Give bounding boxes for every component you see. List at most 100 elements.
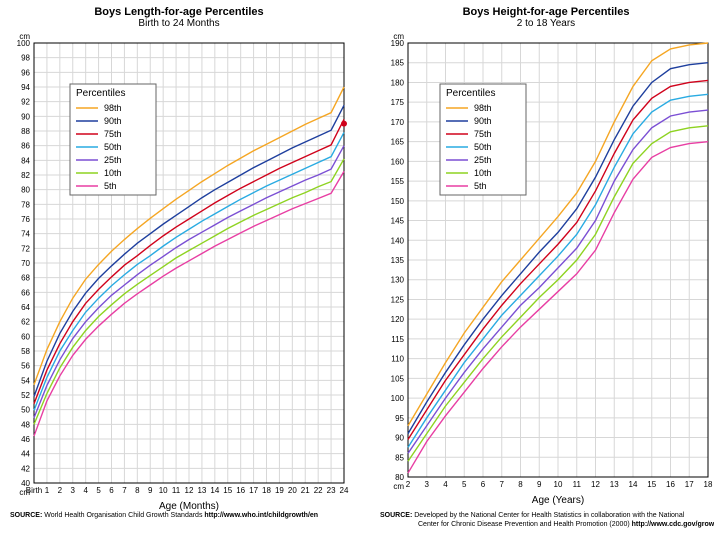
left-subtitle: Birth to 24 Months	[8, 18, 350, 29]
right-chart-svg: 8085909510010511011512012513013514014515…	[378, 29, 714, 529]
svg-text:74: 74	[21, 230, 30, 239]
svg-text:17: 17	[685, 480, 694, 489]
svg-text:SOURCE: World Health Organisat: SOURCE: World Health Organisation Child …	[10, 512, 318, 519]
svg-text:90th: 90th	[104, 116, 122, 126]
svg-text:10th: 10th	[104, 168, 122, 178]
svg-text:52: 52	[21, 391, 30, 400]
svg-text:80: 80	[395, 473, 404, 482]
svg-text:16: 16	[666, 480, 675, 489]
svg-text:15: 15	[223, 486, 232, 495]
svg-text:18: 18	[704, 480, 713, 489]
right-title: Boys Height-for-age Percentiles	[378, 6, 714, 18]
svg-text:94: 94	[21, 83, 30, 92]
svg-text:100: 100	[391, 394, 405, 403]
svg-text:68: 68	[21, 274, 30, 283]
svg-text:98: 98	[21, 54, 30, 63]
svg-text:75th: 75th	[474, 129, 492, 139]
svg-text:185: 185	[391, 59, 405, 68]
right-chart-panel: Boys Height-for-age Percentiles 2 to 18 …	[378, 6, 714, 529]
svg-text:5th: 5th	[474, 181, 487, 191]
svg-text:50th: 50th	[474, 142, 492, 152]
svg-text:75th: 75th	[104, 129, 122, 139]
svg-text:145: 145	[391, 217, 405, 226]
svg-text:54: 54	[21, 376, 30, 385]
svg-text:9: 9	[148, 486, 153, 495]
svg-text:cm: cm	[393, 482, 404, 491]
svg-text:Percentiles: Percentiles	[446, 88, 495, 99]
left-title: Boys Length-for-age Percentiles	[8, 6, 350, 18]
svg-text:Birth: Birth	[26, 486, 42, 495]
svg-text:105: 105	[391, 374, 405, 383]
svg-text:11: 11	[573, 480, 582, 489]
svg-text:11: 11	[172, 486, 181, 495]
svg-text:50th: 50th	[104, 142, 122, 152]
svg-text:175: 175	[391, 98, 405, 107]
svg-text:Age (Years): Age (Years)	[532, 495, 584, 506]
svg-text:60: 60	[21, 332, 30, 341]
svg-text:42: 42	[21, 464, 30, 473]
svg-text:4: 4	[443, 480, 448, 489]
svg-text:70: 70	[21, 259, 30, 268]
svg-text:84: 84	[21, 156, 30, 165]
svg-text:115: 115	[391, 335, 404, 344]
svg-text:80: 80	[21, 186, 30, 195]
svg-text:140: 140	[391, 236, 405, 245]
svg-text:24: 24	[340, 486, 349, 495]
svg-text:Center for Chronic Disease Pre: Center for Chronic Disease Prevention an…	[418, 521, 714, 528]
svg-text:10: 10	[554, 480, 563, 489]
svg-text:5: 5	[96, 486, 101, 495]
svg-text:13: 13	[197, 486, 206, 495]
svg-text:5: 5	[462, 480, 467, 489]
svg-text:21: 21	[301, 486, 310, 495]
svg-text:4: 4	[83, 486, 88, 495]
svg-text:90: 90	[395, 434, 404, 443]
svg-text:160: 160	[391, 157, 405, 166]
svg-text:14: 14	[629, 480, 638, 489]
svg-text:88: 88	[21, 127, 30, 136]
svg-text:170: 170	[391, 118, 405, 127]
svg-text:25th: 25th	[474, 155, 492, 165]
svg-text:150: 150	[391, 197, 405, 206]
svg-text:76: 76	[21, 215, 30, 224]
svg-text:cm: cm	[393, 32, 404, 41]
svg-text:50: 50	[21, 406, 30, 415]
svg-text:48: 48	[21, 420, 30, 429]
svg-text:16: 16	[236, 486, 245, 495]
svg-text:98th: 98th	[104, 103, 122, 113]
svg-text:98th: 98th	[474, 103, 492, 113]
svg-text:72: 72	[21, 244, 30, 253]
svg-text:110: 110	[391, 355, 404, 364]
svg-text:8: 8	[518, 480, 523, 489]
right-subtitle: 2 to 18 Years	[378, 18, 714, 29]
svg-text:86: 86	[21, 142, 30, 151]
svg-text:62: 62	[21, 318, 30, 327]
svg-text:90th: 90th	[474, 116, 492, 126]
svg-text:7: 7	[500, 480, 505, 489]
svg-text:44: 44	[21, 450, 30, 459]
svg-text:19: 19	[275, 486, 284, 495]
svg-text:82: 82	[21, 171, 30, 180]
svg-text:125: 125	[391, 296, 405, 305]
svg-text:6: 6	[481, 480, 486, 489]
svg-text:SOURCE: Developed by the Natio: SOURCE: Developed by the National Center…	[380, 512, 685, 519]
svg-text:cm: cm	[19, 32, 30, 41]
svg-text:Age (Months): Age (Months)	[159, 501, 219, 512]
svg-text:12: 12	[185, 486, 194, 495]
svg-text:22: 22	[314, 486, 323, 495]
svg-text:130: 130	[391, 276, 405, 285]
svg-text:3: 3	[425, 480, 430, 489]
svg-text:23: 23	[327, 486, 336, 495]
svg-text:10: 10	[159, 486, 168, 495]
svg-text:58: 58	[21, 347, 30, 356]
svg-text:Percentiles: Percentiles	[76, 88, 125, 99]
svg-text:90: 90	[21, 112, 30, 121]
svg-text:180: 180	[391, 79, 405, 88]
svg-text:46: 46	[21, 435, 30, 444]
svg-text:95: 95	[395, 414, 404, 423]
svg-text:14: 14	[210, 486, 219, 495]
svg-text:135: 135	[391, 256, 405, 265]
svg-text:3: 3	[71, 486, 76, 495]
svg-text:155: 155	[391, 177, 405, 186]
svg-text:1: 1	[45, 486, 50, 495]
left-chart-panel: Boys Length-for-age Percentiles Birth to…	[8, 6, 350, 529]
